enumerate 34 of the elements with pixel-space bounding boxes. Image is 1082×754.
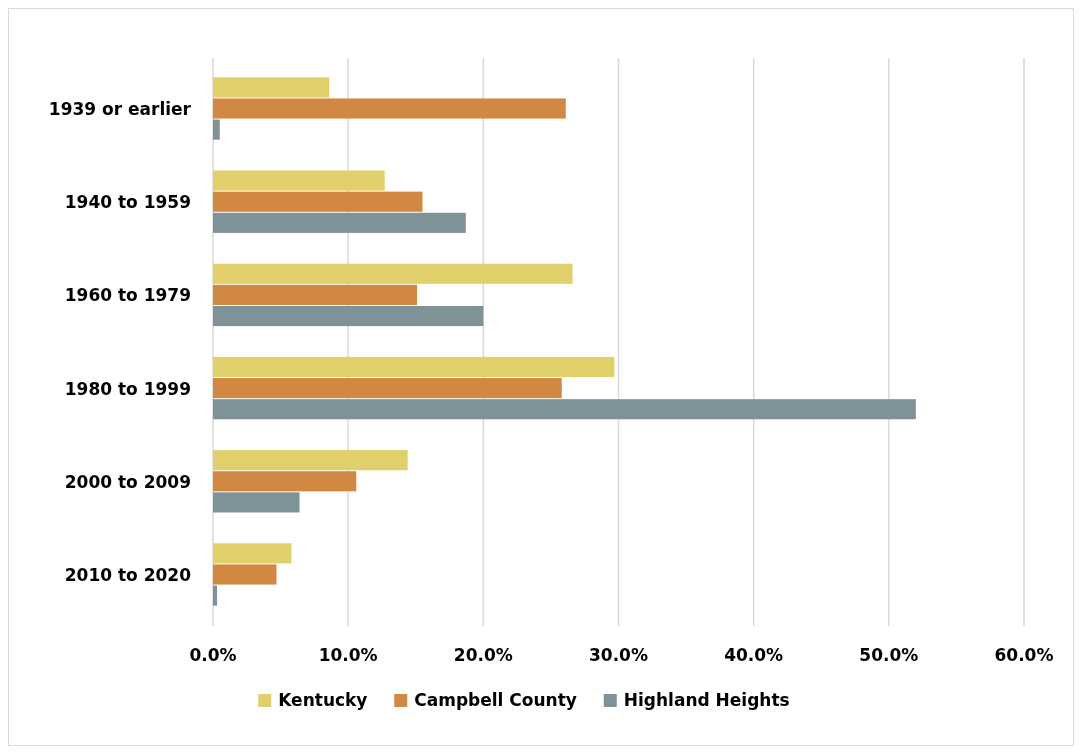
bar xyxy=(213,263,573,284)
bar xyxy=(213,77,330,98)
x-tick-label: 50.0% xyxy=(859,645,919,665)
y-tick-label: 1960 to 1979 xyxy=(64,285,191,306)
bar xyxy=(213,471,357,492)
x-tick-label: 60.0% xyxy=(994,645,1054,665)
bar xyxy=(213,98,566,119)
bar xyxy=(213,399,916,420)
x-tick-label: 20.0% xyxy=(453,645,513,665)
y-tick-label: 2010 to 2020 xyxy=(64,564,192,585)
bar xyxy=(213,543,292,564)
y-tick-label: 2000 to 2009 xyxy=(64,471,191,492)
bar xyxy=(213,191,423,212)
bar xyxy=(213,492,300,513)
bar xyxy=(213,450,408,471)
bar xyxy=(213,564,277,585)
x-tick-label: 10.0% xyxy=(318,645,378,665)
bar xyxy=(213,356,615,378)
y-tick-label: 1939 or earlier xyxy=(48,98,192,119)
x-tick-label: 40.0% xyxy=(724,645,784,665)
y-tick-label: 1980 to 1999 xyxy=(64,378,191,399)
bar xyxy=(213,170,385,191)
bar xyxy=(213,378,562,399)
x-tick-label: 0.0% xyxy=(189,645,237,665)
x-tick-label: 30.0% xyxy=(589,645,648,665)
bar xyxy=(213,212,466,233)
y-tick-label: 1940 to 1959 xyxy=(64,192,191,213)
legend-label: Campbell County xyxy=(414,690,577,710)
bar xyxy=(213,305,484,327)
legend-label: Highland Heights xyxy=(623,690,790,710)
bar xyxy=(213,119,220,140)
bar xyxy=(213,585,218,606)
bar xyxy=(213,284,418,305)
legend-label: Kentucky xyxy=(278,690,368,710)
